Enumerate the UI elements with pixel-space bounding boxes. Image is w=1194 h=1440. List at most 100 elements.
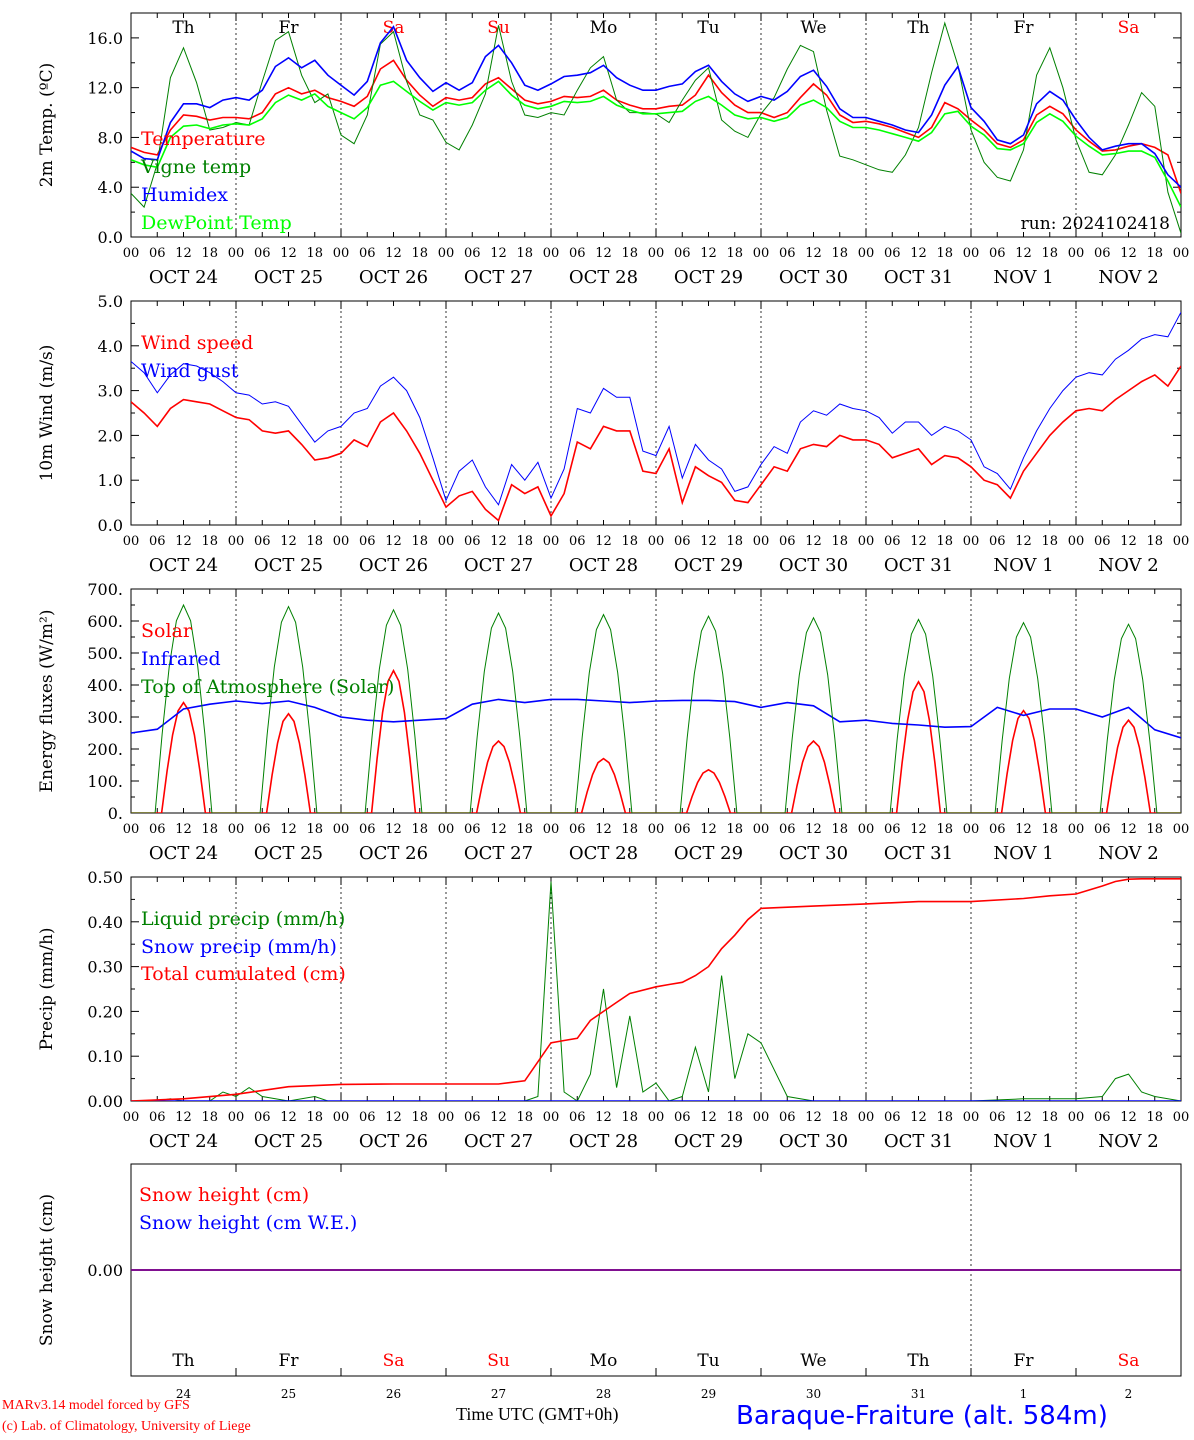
y-axis-label: Energy fluxes (W/m²): [37, 610, 57, 793]
hour-tick-label: 18: [306, 534, 323, 549]
hour-tick-label: 06: [884, 1110, 901, 1125]
hour-tick-label: 06: [359, 1110, 376, 1125]
legend-entry: Top of Atmosphere (Solar): [141, 676, 394, 698]
y-tick-label: 0.0: [98, 228, 123, 247]
date-label: OCT 31: [884, 1131, 953, 1152]
day-number-label: 24: [176, 1387, 192, 1401]
series-group: [131, 877, 1181, 1101]
date-label: NOV 1: [993, 555, 1053, 576]
weekday-label: Fr: [1014, 1351, 1035, 1371]
hour-tick-label: 06: [464, 1110, 481, 1125]
hour-tick-label: 00: [543, 246, 560, 261]
hour-tick-label: 12: [805, 246, 822, 261]
date-label: OCT 28: [569, 267, 638, 288]
hour-tick-label: 00: [963, 534, 980, 549]
day-number-label: 26: [386, 1387, 401, 1401]
hour-tick-label: 12: [280, 822, 297, 837]
hour-tick-label: 12: [490, 534, 507, 549]
time-axis-label: Time UTC (GMT+0h): [456, 1404, 619, 1424]
legend-entry: DewPoint Temp: [141, 212, 292, 234]
hour-tick-label: 00: [648, 822, 665, 837]
hour-tick-label: 18: [411, 534, 428, 549]
hour-tick-label: 06: [779, 1110, 796, 1125]
hour-tick-label: 12: [595, 1110, 612, 1125]
legend-entry: Solar: [141, 620, 193, 642]
hour-tick-label: 06: [674, 1110, 691, 1125]
y-tick-label: 100.: [87, 772, 123, 791]
weekday-label: Tu: [697, 18, 719, 38]
panel-2: 0.0 1.0 2.0 3.0 4.0 5.0 10m Wind (m/s) 00 06 12 18…: [37, 292, 1189, 576]
hour-tick-label: 12: [805, 1110, 822, 1125]
y-tick-label: 4.0: [98, 337, 123, 356]
series-line-total-cumulated-cm: [131, 877, 1181, 1101]
hour-tick-label: 18: [831, 246, 848, 261]
weekday-label: Su: [487, 18, 510, 38]
hour-tick-label: 18: [621, 534, 638, 549]
weekday-label: Sa: [383, 1351, 405, 1371]
hour-tick-label: 18: [726, 1110, 743, 1125]
y-tick-label: 12.0: [87, 79, 123, 98]
hour-tick-label: 18: [621, 822, 638, 837]
hour-tick-label: 12: [385, 822, 402, 837]
hour-tick-label: 12: [175, 246, 192, 261]
hour-tick-label: 00: [648, 1110, 665, 1125]
hour-tick-label: 18: [1146, 246, 1163, 261]
hour-tick-label: 06: [569, 246, 586, 261]
legend-entry: Total cumulated (cm): [141, 963, 346, 985]
hour-tick-label: 18: [831, 822, 848, 837]
hour-tick-label: 00: [333, 246, 350, 261]
weekday-label: We: [800, 1351, 826, 1371]
weekday-label: Tu: [697, 1351, 719, 1371]
series-group: [131, 603, 1181, 813]
hour-tick-label: 18: [936, 822, 953, 837]
legend-entry: Humidex: [141, 184, 228, 206]
hour-tick-label: 06: [674, 534, 691, 549]
hour-tick-label: 00: [123, 534, 140, 549]
legend-entry: Liquid precip (mm/h): [141, 908, 345, 930]
hour-tick-label: 00: [1068, 1110, 1085, 1125]
hour-tick-label: 18: [201, 534, 218, 549]
hour-tick-label: 18: [411, 1110, 428, 1125]
hour-tick-label: 18: [1041, 246, 1058, 261]
hour-tick-label: 00: [438, 822, 455, 837]
date-label: OCT 30: [779, 1131, 848, 1152]
hour-tick-label: 06: [149, 534, 166, 549]
hour-tick-label: 18: [516, 534, 533, 549]
date-label: OCT 28: [569, 555, 638, 576]
hour-tick-label: 18: [936, 246, 953, 261]
hour-tick-label: 12: [1120, 534, 1137, 549]
hour-tick-label: 06: [779, 822, 796, 837]
hour-tick-label: 00: [1068, 246, 1085, 261]
hour-tick-label: 06: [989, 822, 1006, 837]
date-label: OCT 25: [254, 267, 323, 288]
hour-tick-label: 00: [123, 246, 140, 261]
hour-tick-label: 00: [543, 534, 560, 549]
hour-tick-label: 12: [700, 822, 717, 837]
hour-tick-label: 12: [595, 534, 612, 549]
footer-model: MARv3.14 model forced by GFS: [2, 1398, 190, 1413]
panel-1: 0.0 4.0 8.0 12.0 16.0 2m Temp. (ºC) 00 06 12 18 OC…: [37, 12, 1189, 288]
legend-entry: Snow precip (mm/h): [141, 936, 337, 958]
y-tick-label: 0.50: [87, 868, 123, 887]
hour-tick-label: 06: [884, 534, 901, 549]
series-group: [131, 311, 1181, 522]
hour-tick-label: 18: [411, 246, 428, 261]
date-label: OCT 29: [674, 267, 743, 288]
hour-tick-label: 06: [1094, 822, 1111, 837]
hour-tick-label: 00: [228, 822, 245, 837]
hour-tick-label: 06: [149, 246, 166, 261]
y-axis-label: 10m Wind (m/s): [37, 345, 57, 482]
legend-entry: Wind gust: [141, 360, 239, 382]
hour-tick-label: 18: [726, 822, 743, 837]
hour-tick-label: 00: [123, 1110, 140, 1125]
hour-tick-label: 12: [490, 246, 507, 261]
y-tick-label: 0.0: [98, 516, 123, 535]
hour-tick-label: 06: [254, 1110, 271, 1125]
hour-tick-label: 18: [201, 246, 218, 261]
hour-tick-label: 18: [831, 534, 848, 549]
hour-tick-label: 18: [1041, 1110, 1058, 1125]
hour-tick-label: 18: [726, 246, 743, 261]
panel-4: 0.00 0.10 0.20 0.30 0.40 0.50 Precip (mm/h) 00 0…: [37, 868, 1189, 1152]
hour-tick-label: 06: [674, 822, 691, 837]
date-label: OCT 29: [674, 843, 743, 864]
